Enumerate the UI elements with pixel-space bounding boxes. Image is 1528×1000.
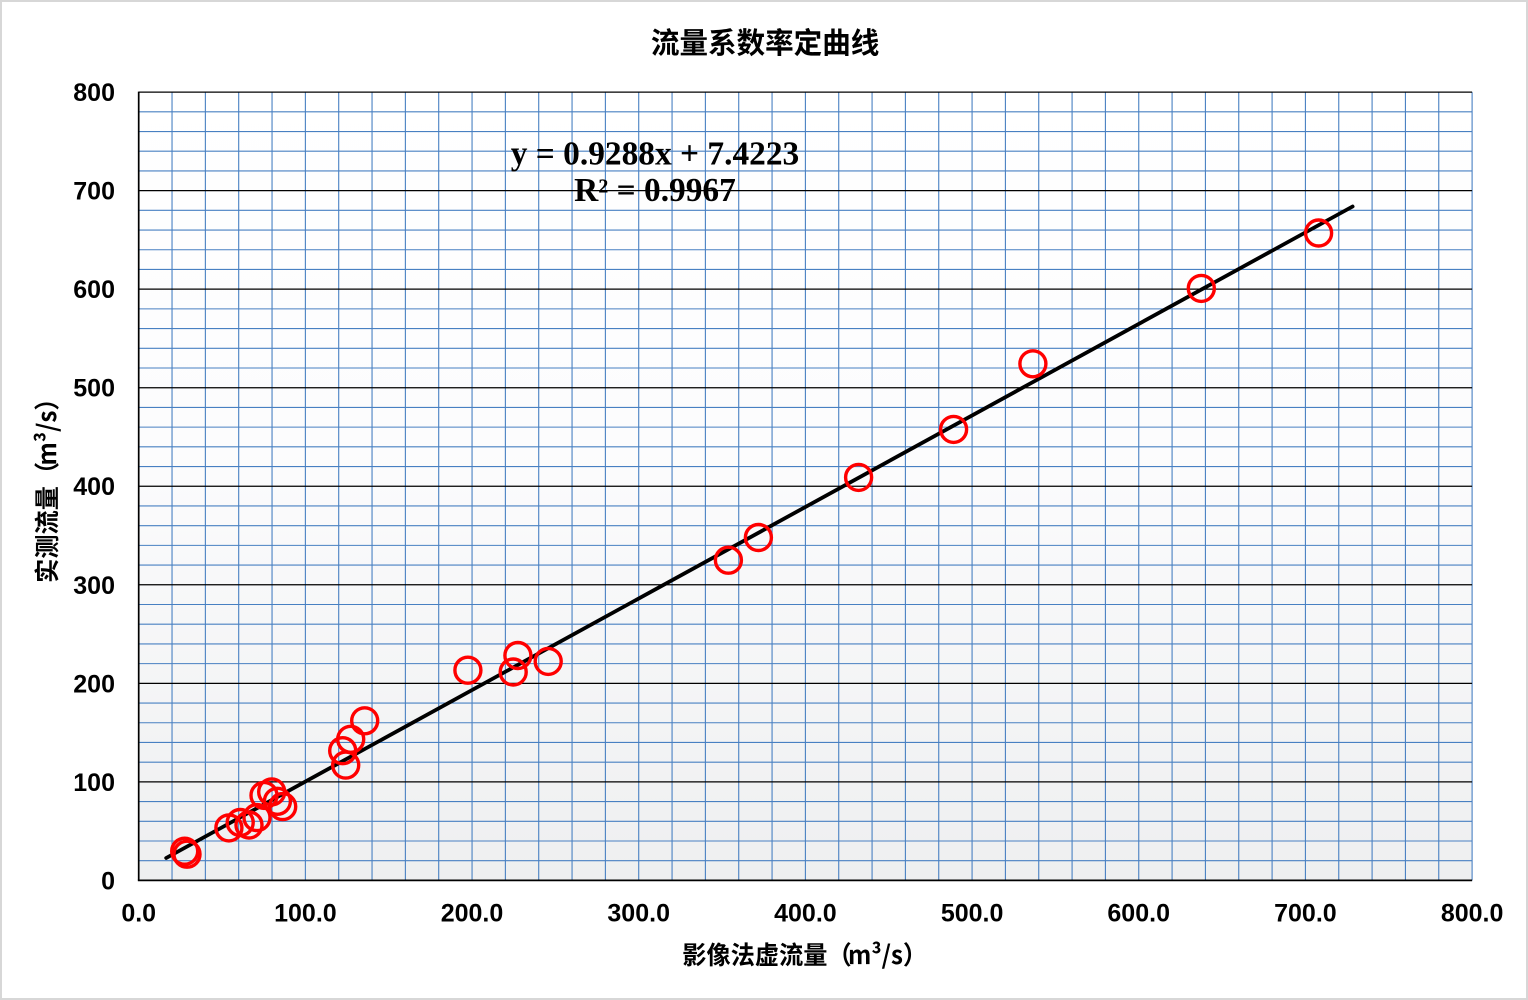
svg-text:100: 100 bbox=[73, 769, 115, 797]
svg-text:600: 600 bbox=[73, 276, 115, 304]
svg-text:400.0: 400.0 bbox=[774, 899, 837, 927]
svg-text:800.0: 800.0 bbox=[1441, 899, 1504, 927]
svg-text:800: 800 bbox=[73, 79, 115, 107]
svg-text:500: 500 bbox=[73, 375, 115, 403]
svg-text:0.0: 0.0 bbox=[121, 899, 156, 927]
svg-text:700.0: 700.0 bbox=[1274, 899, 1337, 927]
svg-text:300: 300 bbox=[73, 572, 115, 600]
svg-text:700: 700 bbox=[73, 178, 115, 206]
svg-text:500.0: 500.0 bbox=[941, 899, 1004, 927]
svg-text:600.0: 600.0 bbox=[1107, 899, 1170, 927]
svg-text:200.0: 200.0 bbox=[441, 899, 504, 927]
svg-text:R² = 0.9967: R² = 0.9967 bbox=[574, 172, 736, 209]
svg-text:300.0: 300.0 bbox=[607, 899, 670, 927]
svg-text:y = 0.9288x + 7.4223: y = 0.9288x + 7.4223 bbox=[511, 136, 799, 173]
svg-text:0: 0 bbox=[101, 867, 115, 895]
svg-text:200: 200 bbox=[73, 670, 115, 698]
svg-text:400: 400 bbox=[73, 473, 115, 501]
svg-text:100.0: 100.0 bbox=[274, 899, 337, 927]
